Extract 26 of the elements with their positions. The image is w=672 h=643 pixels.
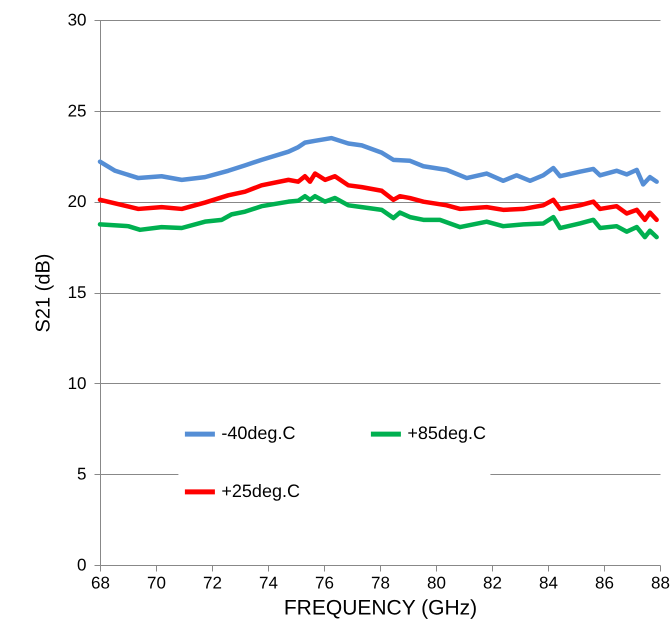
x-tick-label: 70 xyxy=(147,574,166,592)
y-tick-label: 0 xyxy=(77,556,86,574)
legend-label: +25deg.C xyxy=(221,480,300,501)
legend-label: -40deg.C xyxy=(221,423,296,444)
y-tick-label: 20 xyxy=(68,192,86,212)
x-tick-label: 78 xyxy=(371,574,390,592)
x-tick-label: 88 xyxy=(651,574,670,592)
line-series xyxy=(98,136,659,187)
x-tick-label: 86 xyxy=(595,574,614,592)
y-tick-label: 10 xyxy=(68,374,86,393)
legend-label: +85deg.C xyxy=(407,423,486,444)
x-axis-title: FREQUENCY (GHz) xyxy=(284,596,478,620)
y-tick-label: 5 xyxy=(77,464,86,484)
y-axis-title: S21 (dB) xyxy=(32,254,55,332)
y-tick-label: 15 xyxy=(68,283,86,302)
x-tick-label: 76 xyxy=(315,574,334,592)
y-tick-label: 30 xyxy=(68,10,86,30)
line-series xyxy=(98,194,659,240)
line-series xyxy=(98,171,659,222)
x-tick-label: 82 xyxy=(483,574,502,592)
x-tick-label: 68 xyxy=(91,574,110,592)
x-tick-label: 72 xyxy=(203,574,222,592)
y-tick-label: 25 xyxy=(68,101,86,120)
x-tick-label: 74 xyxy=(259,574,278,592)
x-tick-label: 84 xyxy=(539,574,558,592)
x-tick-label: 80 xyxy=(427,574,446,592)
